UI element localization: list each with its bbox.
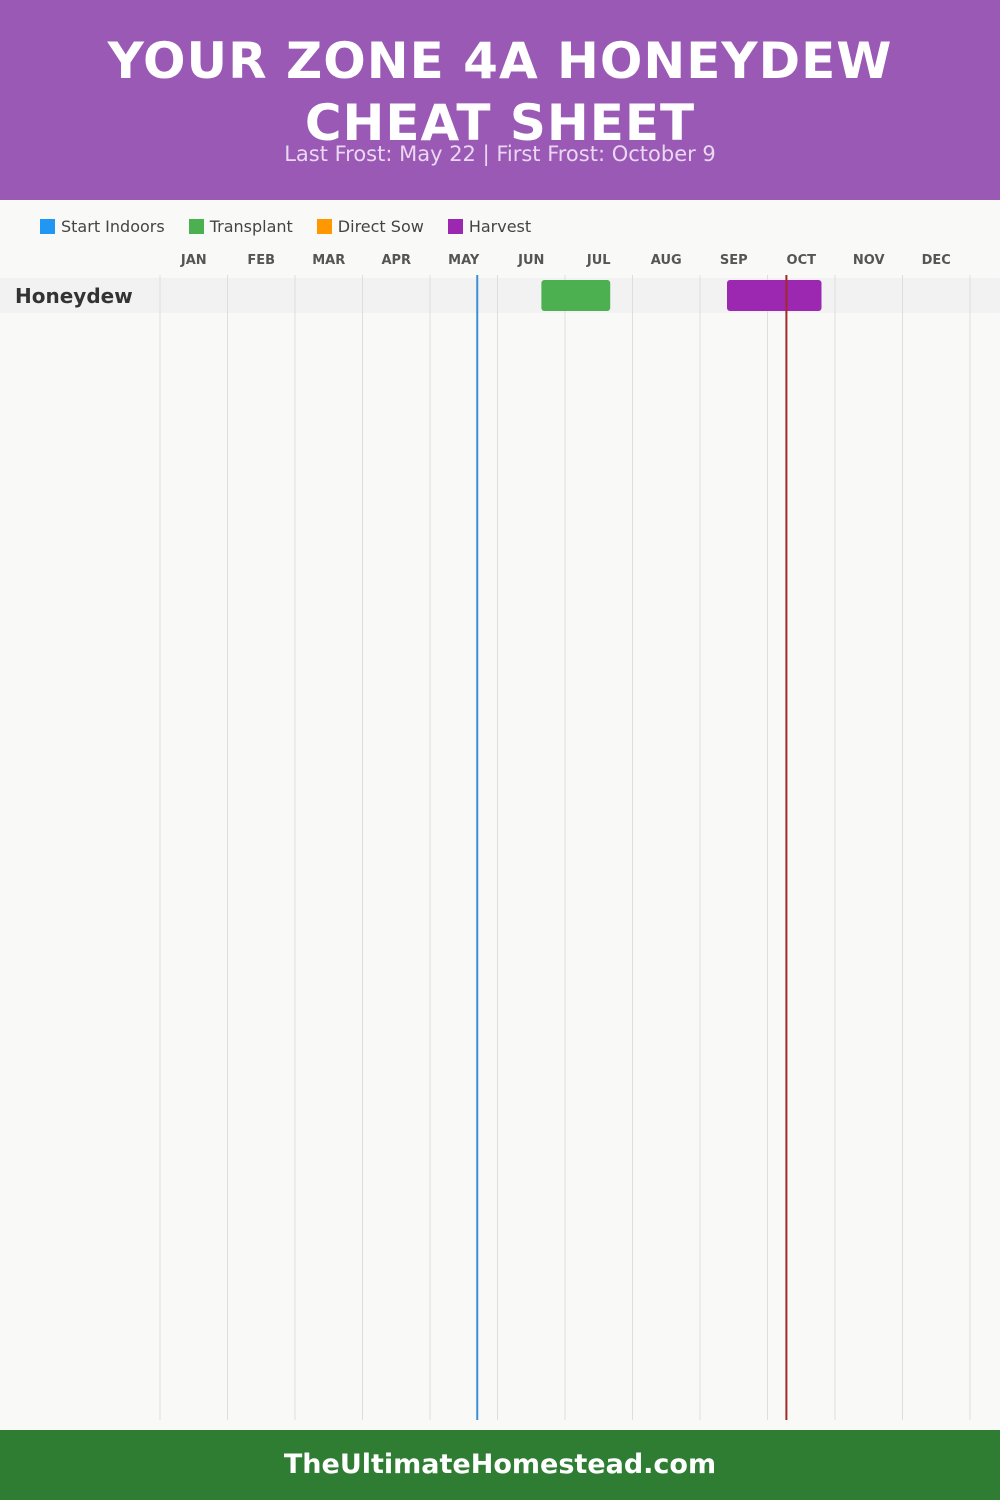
month-label: FEB (247, 253, 275, 268)
month-label: AUG (651, 253, 682, 268)
month-label: MAR (312, 253, 345, 268)
legend-swatch (316, 218, 332, 234)
header-banner: YOUR ZONE 4A HONEYDEW CHEAT SHEET Last F… (0, 0, 1000, 200)
crop-name-label: Honeydew (15, 284, 133, 308)
month-label: APR (381, 253, 411, 268)
chart-legend: Start Indoors Transplant Direct Sow Harvest (40, 214, 555, 238)
month-label: NOV (853, 253, 885, 268)
page-title: YOUR ZONE 4A HONEYDEW CHEAT SHEET (0, 30, 1000, 154)
legend-item: Direct Sow (316, 216, 424, 236)
frost-date-lines (476, 275, 788, 1420)
month-label: SEP (720, 253, 748, 268)
month-axis-labels: JAN FEB MAR APR MAY JUN JUL AUG SEP OCT NOV DEC (180, 253, 951, 268)
month-label: JUN (517, 253, 544, 268)
month-grid-lines (159, 275, 971, 1420)
crop-rows: Honeydew (15, 280, 822, 311)
planting-timeline-chart: JAN FEB MAR APR MAY JUN JUL AUG SEP OCT NOV DEC Hon… (0, 253, 1000, 1420)
month-label: DEC (922, 253, 951, 268)
legend-swatch (188, 218, 204, 234)
legend-item: Start Indoors (40, 217, 165, 236)
transplant-bar (541, 280, 611, 311)
title-line-1: YOUR ZONE 4A HONEYDEW (107, 32, 893, 90)
crop-row-background (0, 278, 1000, 313)
legend-item: Transplant (188, 216, 293, 236)
footer-website-link[interactable]: TheUltimateHomestead.com (283, 1449, 717, 1480)
legend-swatch (447, 218, 463, 234)
footer-banner: TheUltimateHomestead.com (0, 1430, 1000, 1500)
month-label: JAN (180, 253, 207, 268)
frost-dates-subtitle: Last Frost: May 22 | First Frost: Octobe… (284, 142, 716, 166)
month-label: MAY (448, 253, 480, 268)
month-label: JUL (586, 253, 611, 268)
legend-label: Direct Sow (337, 216, 424, 236)
title-line-2: CHEAT SHEET (304, 94, 696, 152)
legend-label: Harvest (468, 216, 532, 236)
legend-item: Harvest (447, 216, 532, 236)
month-label: OCT (787, 253, 817, 268)
legend-swatch (40, 218, 55, 234)
legend-label: Transplant (209, 216, 293, 236)
harvest-bar (727, 280, 822, 311)
legend-label: Start Indoors (61, 216, 165, 236)
